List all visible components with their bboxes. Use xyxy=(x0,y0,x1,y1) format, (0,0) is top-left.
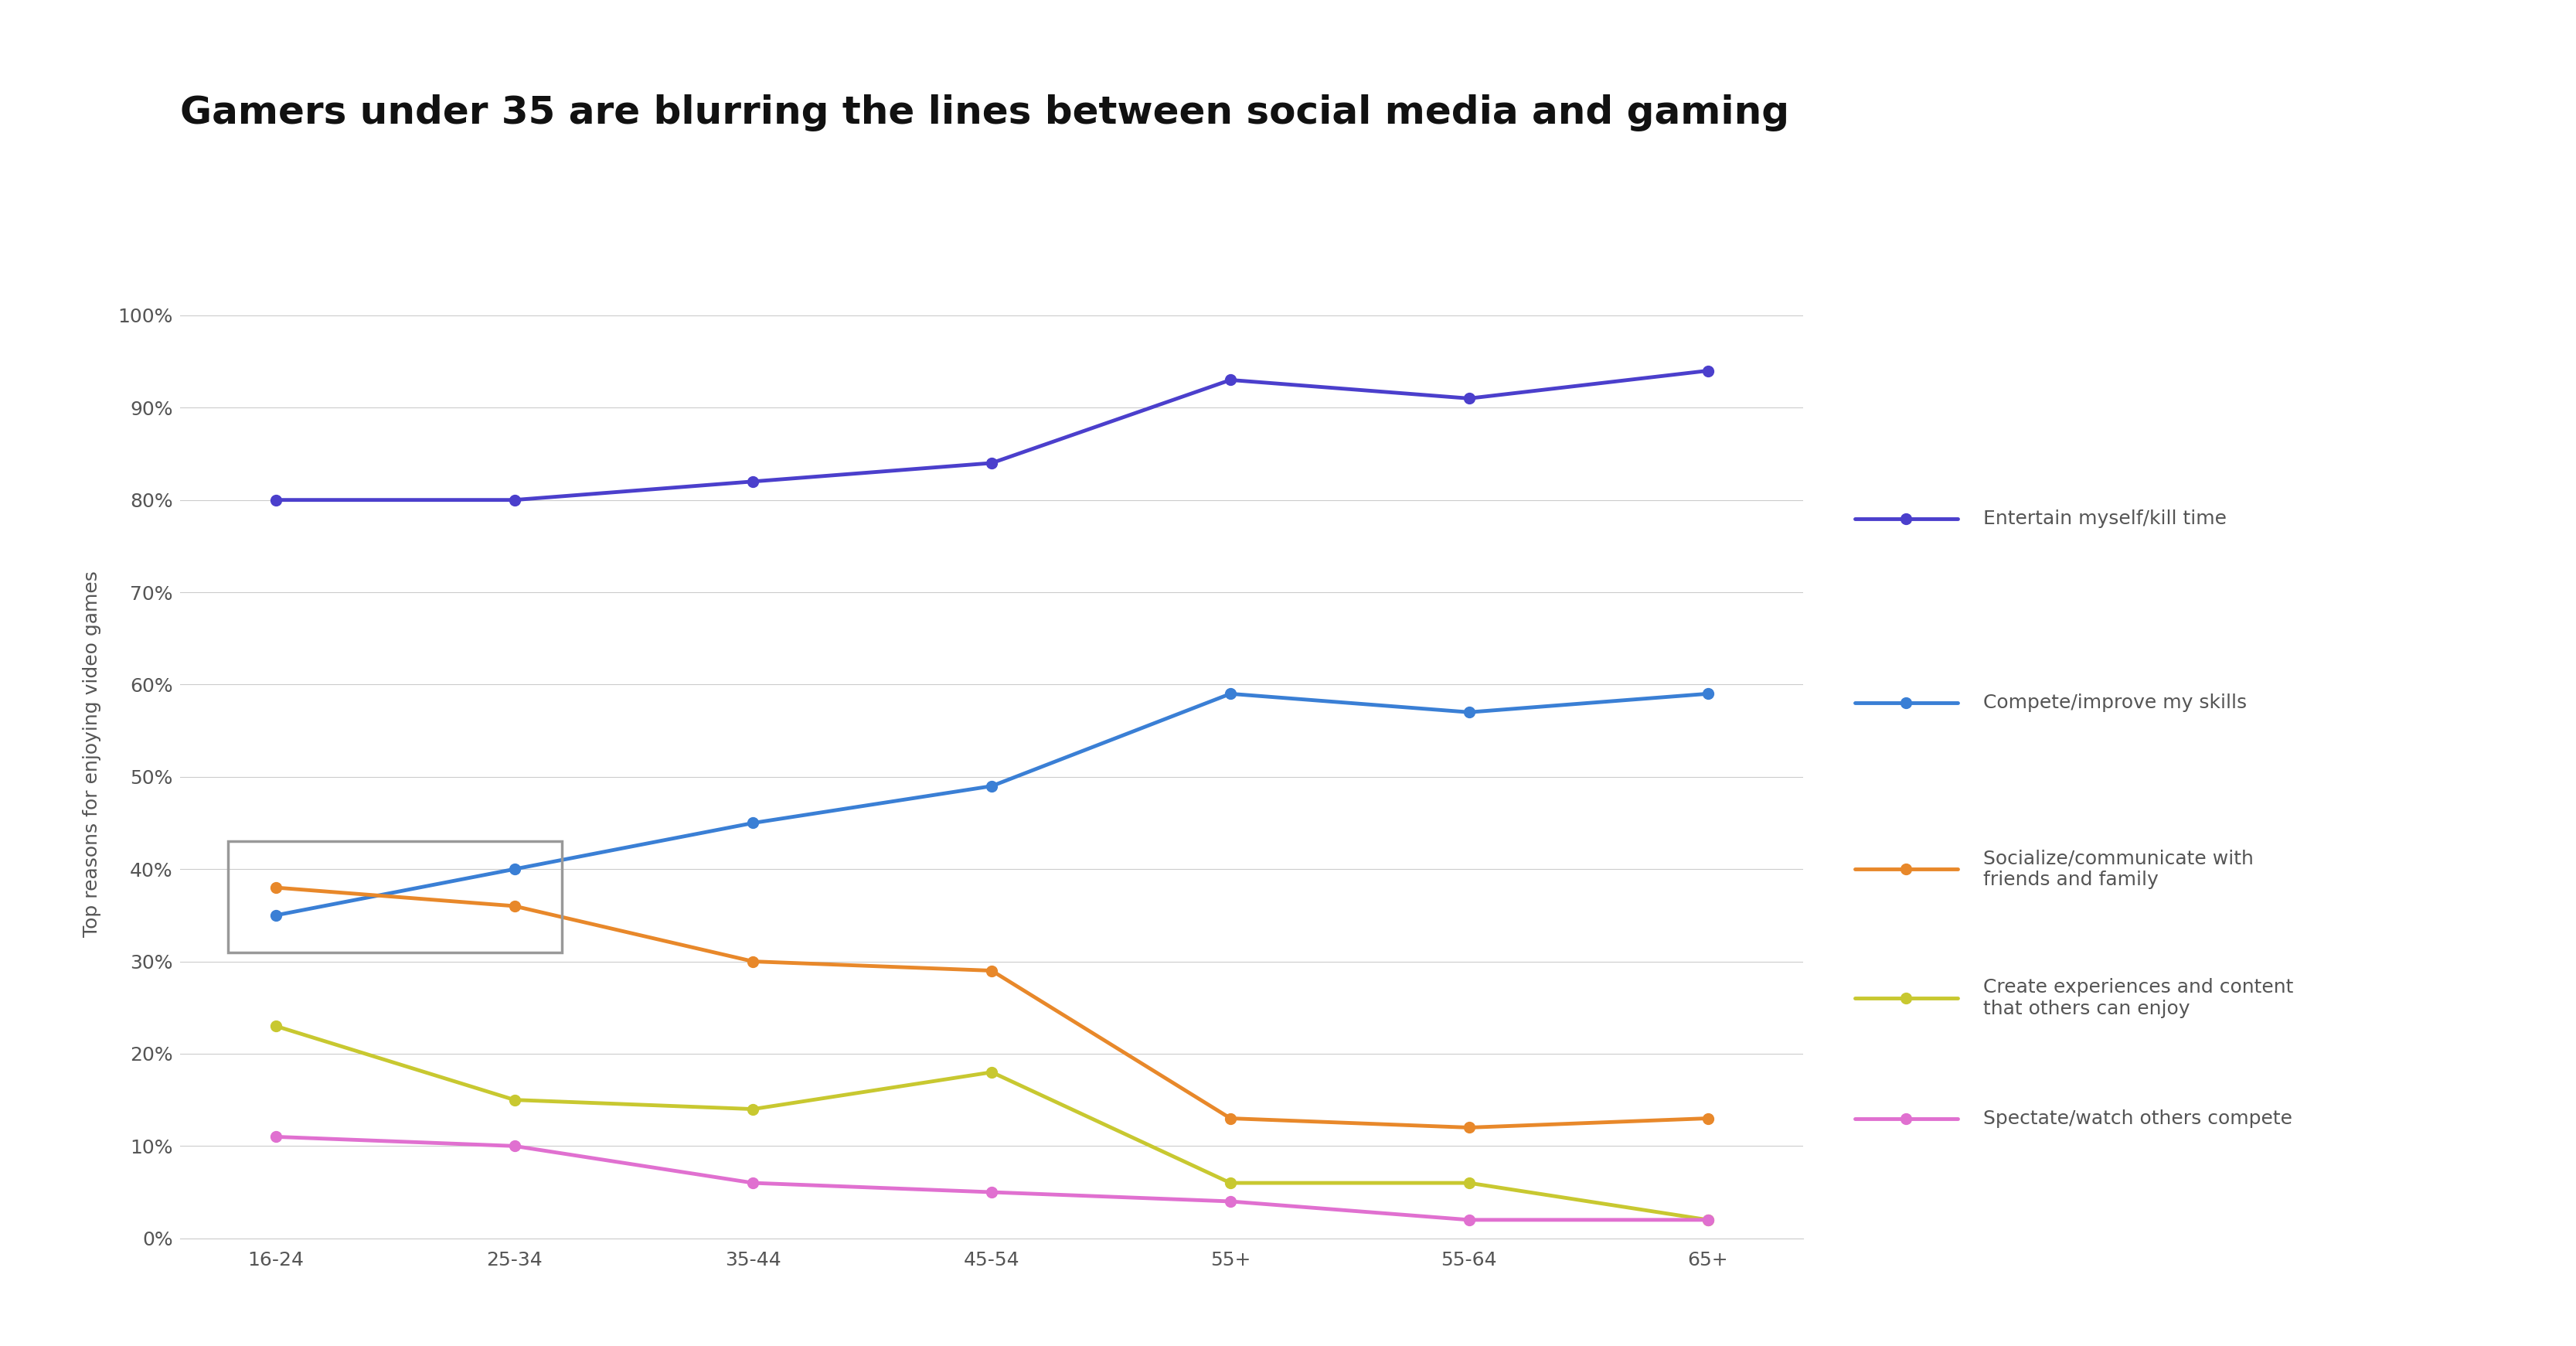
Text: Compete/improve my skills: Compete/improve my skills xyxy=(1984,693,2246,712)
Text: Create experiences and content
that others can enjoy: Create experiences and content that othe… xyxy=(1984,979,2293,1019)
Bar xyxy=(229,841,562,952)
Text: Socialize/communicate with
friends and family: Socialize/communicate with friends and f… xyxy=(1984,849,2254,890)
Text: Entertain myself/kill time: Entertain myself/kill time xyxy=(1984,509,2228,528)
Text: Spectate/watch others compete: Spectate/watch others compete xyxy=(1984,1109,2293,1128)
Text: Gamers under 35 are blurring the lines between social media and gaming: Gamers under 35 are blurring the lines b… xyxy=(180,94,1790,132)
Y-axis label: Top reasons for enjoying video games: Top reasons for enjoying video games xyxy=(82,571,100,937)
